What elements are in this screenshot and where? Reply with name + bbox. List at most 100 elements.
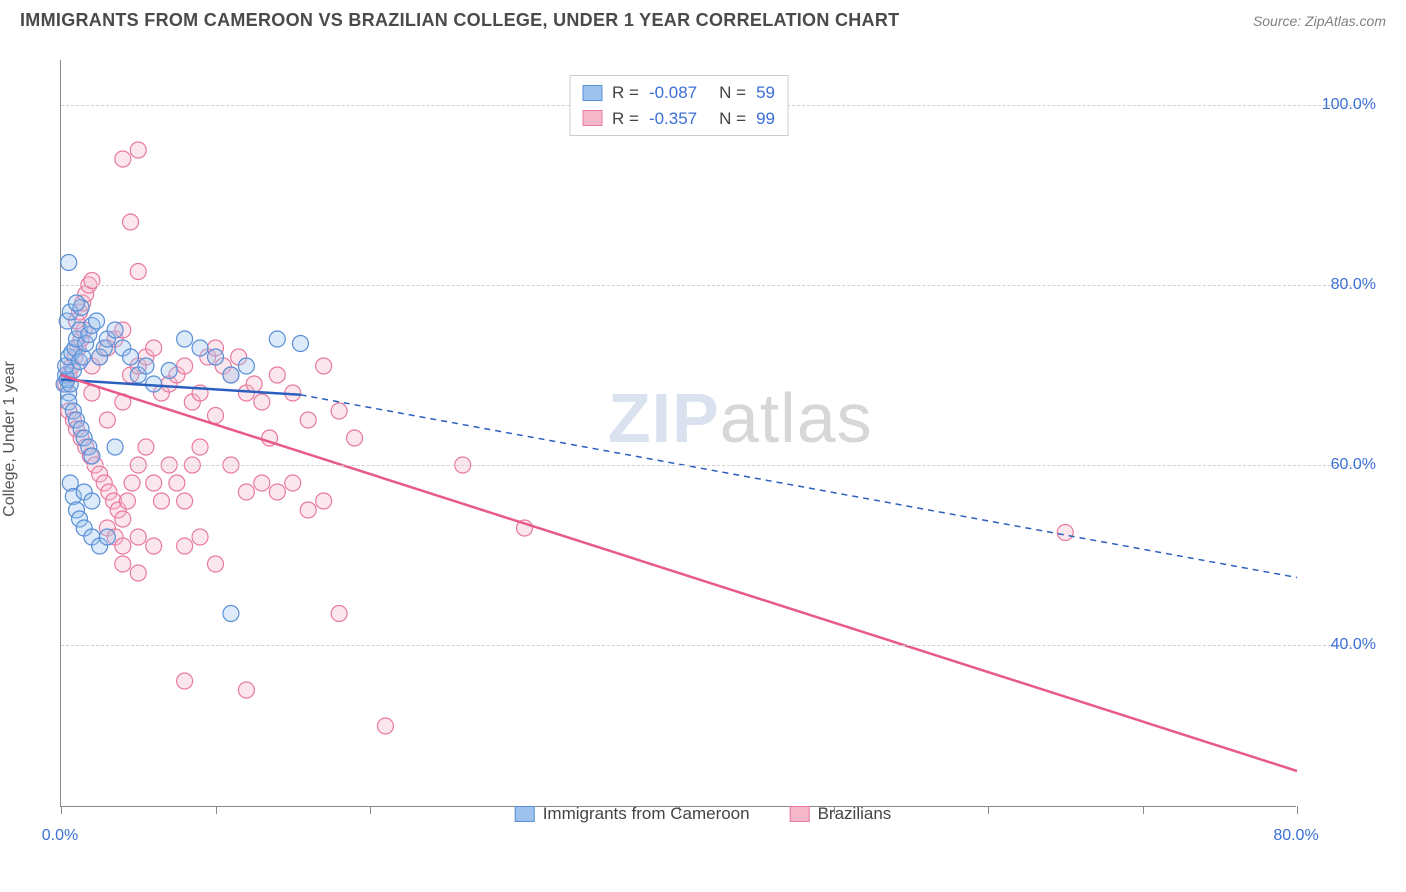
scatter-point [192,529,208,545]
scatter-point [285,475,301,491]
scatter-point [84,448,100,464]
scatter-point [107,322,123,338]
scatter-point [238,682,254,698]
y-tick-label: 40.0% [1306,636,1376,654]
y-tick-label: 60.0% [1306,456,1376,474]
scatter-point [269,484,285,500]
scatter-point [254,394,270,410]
x-tick [216,806,217,814]
scatter-point [316,358,332,374]
legend-label-brazilians: Brazilians [818,804,892,824]
y-tick-label: 80.0% [1306,276,1376,294]
legend-item-brazilians: Brazilians [790,804,892,824]
scatter-point [61,255,77,271]
stats-row-brazilians: R = -0.357 N = 99 [582,106,775,132]
scatter-point [300,502,316,518]
scatter-point [89,313,105,329]
n-value-brazilians: 99 [756,106,775,132]
scatter-point [138,439,154,455]
x-tick [1297,806,1298,814]
scatter-point [119,493,135,509]
scatter-point [177,538,193,554]
chart-container: College, Under 1 year ZIPatlas R = -0.08… [20,45,1386,832]
legend-swatch-brazilians [790,806,810,822]
chart-header: IMMIGRANTS FROM CAMEROON VS BRAZILIAN CO… [0,0,1406,36]
scatter-point [115,556,131,572]
stats-legend-box: R = -0.087 N = 59 R = -0.357 N = 99 [569,75,788,136]
scatter-point [130,264,146,280]
gridline [61,645,1366,646]
scatter-point [84,273,100,289]
scatter-point [123,214,139,230]
scatter-point [115,538,131,554]
swatch-brazilians [582,110,602,126]
scatter-point [130,565,146,581]
plot-svg [61,60,1296,806]
scatter-point [246,376,262,392]
scatter-point [177,493,193,509]
scatter-point [1057,525,1073,541]
scatter-point [316,493,332,509]
scatter-point [223,367,239,383]
scatter-point [138,358,154,374]
scatter-point [192,340,208,356]
scatter-point [177,673,193,689]
y-tick-label: 100.0% [1306,96,1376,114]
scatter-point [331,606,347,622]
scatter-point [169,475,185,491]
trend-line-brazilians [61,375,1297,771]
n-value-cameroon: 59 [756,80,775,106]
scatter-point [68,295,84,311]
scatter-point [208,556,224,572]
scatter-point [377,718,393,734]
scatter-point [192,439,208,455]
scatter-point [331,403,347,419]
x-tick [370,806,371,814]
y-axis-label: College, Under 1 year [1,361,19,517]
scatter-point [146,475,162,491]
scatter-point [115,151,131,167]
scatter-point [177,358,193,374]
r-value-cameroon: -0.087 [649,80,697,106]
scatter-point [292,336,308,352]
trend-line-cameroon-dashed [300,395,1297,578]
scatter-point [238,358,254,374]
scatter-point [123,349,139,365]
scatter-point [130,529,146,545]
scatter-point [130,142,146,158]
legend-item-cameroon: Immigrants from Cameroon [515,804,750,824]
scatter-point [115,511,131,527]
stats-row-cameroon: R = -0.087 N = 59 [582,80,775,106]
scatter-point [124,475,140,491]
gridline [61,285,1366,286]
swatch-cameroon [582,85,602,101]
legend-swatch-cameroon [515,806,535,822]
scatter-point [99,412,115,428]
scatter-point [223,606,239,622]
x-tick [988,806,989,814]
gridline [61,465,1366,466]
scatter-point [99,529,115,545]
scatter-point [177,331,193,347]
legend-label-cameroon: Immigrants from Cameroon [543,804,750,824]
scatter-point [300,412,316,428]
scatter-point [254,475,270,491]
scatter-point [269,331,285,347]
r-value-brazilians: -0.357 [649,106,697,132]
scatter-point [208,408,224,424]
scatter-point [269,367,285,383]
plot-area: ZIPatlas R = -0.087 N = 59 R = -0.357 N … [60,60,1296,807]
scatter-point [208,349,224,365]
x-tick-label: 0.0% [42,827,78,845]
x-tick [1143,806,1144,814]
chart-title: IMMIGRANTS FROM CAMEROON VS BRAZILIAN CO… [20,10,899,31]
scatter-point [347,430,363,446]
scatter-point [153,493,169,509]
x-tick [61,806,62,814]
bottom-legend: Immigrants from Cameroon Brazilians [515,804,892,824]
scatter-point [238,484,254,500]
source-attribution: Source: ZipAtlas.com [1253,13,1386,29]
scatter-point [161,363,177,379]
scatter-point [107,439,123,455]
x-tick-label: 80.0% [1273,827,1318,845]
